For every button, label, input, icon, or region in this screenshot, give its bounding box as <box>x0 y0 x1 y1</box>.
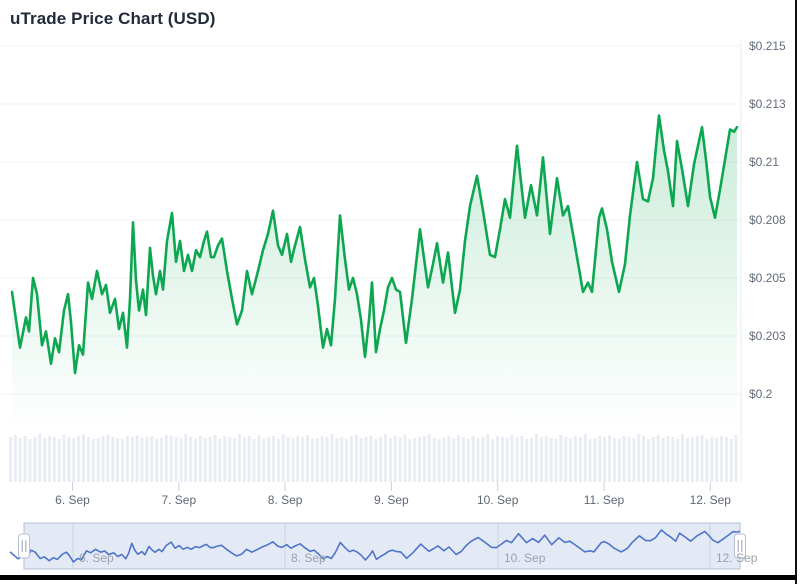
navigator-handle-right[interactable] <box>734 533 746 559</box>
navigator-date-label: 8. Sep <box>291 551 326 565</box>
navigator-range[interactable] <box>23 522 741 570</box>
x-axis-label: 7. Sep <box>161 493 197 507</box>
y-axis-label: $0.208 <box>749 213 786 227</box>
x-axis-label: 8. Sep <box>267 493 303 507</box>
navigator-date-label: 12. Sep <box>716 551 758 565</box>
page-title: uTrade Price Chart (USD) <box>10 9 216 28</box>
window-right-border <box>795 0 797 584</box>
navigator-line <box>9 529 741 563</box>
x-axis-label: 11. Sep <box>583 493 625 507</box>
y-axis-label: $0.21 <box>749 155 780 169</box>
x-axis-label: 9. Sep <box>374 493 409 507</box>
volume-bars <box>9 434 738 482</box>
price-area <box>12 115 737 430</box>
y-axis-label: $0.203 <box>749 329 786 343</box>
navigator-date-label: 6. Sep <box>79 551 114 565</box>
x-axis-label: 6. Sep <box>55 493 90 507</box>
price-line[interactable] <box>10 114 739 375</box>
navigator-handle-left[interactable] <box>18 533 30 559</box>
y-axis-label: $0.213 <box>749 97 786 111</box>
y-axis-label: $0.215 <box>749 39 786 53</box>
navigator-date-label: 10. Sep <box>504 551 546 565</box>
y-axis-label: $0.2 <box>749 387 773 401</box>
x-axis-label: 12. Sep <box>689 493 731 507</box>
window-bottom-border <box>0 575 797 580</box>
y-axis-label: $0.205 <box>749 271 786 285</box>
x-axis-label: 10. Sep <box>477 493 519 507</box>
